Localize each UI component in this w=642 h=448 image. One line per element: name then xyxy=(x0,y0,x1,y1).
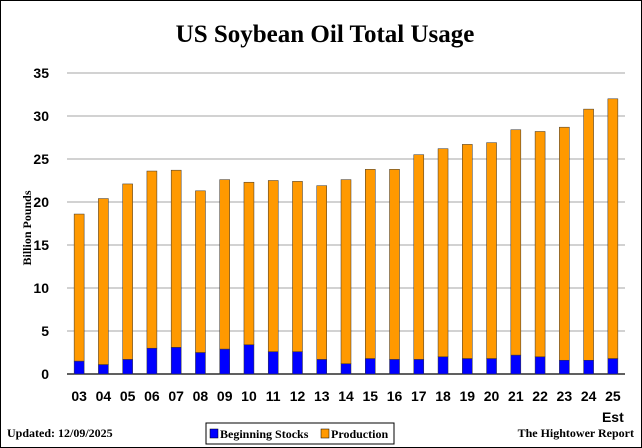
bar-production xyxy=(486,142,497,359)
x-tick-label: 17 xyxy=(411,388,427,404)
bar-beginning-stocks xyxy=(486,358,497,375)
bar-beginning-stocks xyxy=(437,356,449,375)
x-tick-label: 10 xyxy=(241,388,257,404)
legend-swatch-beginning-stocks xyxy=(209,428,219,439)
bar-production xyxy=(98,198,109,365)
x-tick-label: 25 xyxy=(605,388,621,404)
x-tick-label: 03 xyxy=(71,388,87,404)
legend: Beginning Stocks Production xyxy=(205,422,395,445)
bar-beginning-stocks xyxy=(316,359,327,375)
bar-beginning-stocks xyxy=(389,359,400,375)
x-tick-label: 24 xyxy=(581,388,597,404)
bar-beginning-stocks xyxy=(98,364,109,375)
y-tick-label: 0 xyxy=(41,366,49,382)
bar-production xyxy=(219,179,230,350)
bar-beginning-stocks xyxy=(219,348,230,375)
updated-date: Updated: 12/09/2025 xyxy=(7,426,113,440)
x-tick-label: 09 xyxy=(217,388,233,404)
bar-beginning-stocks xyxy=(510,354,522,375)
bar-production xyxy=(462,144,473,359)
bar-beginning-stocks xyxy=(73,360,85,375)
legend-box xyxy=(205,422,395,445)
legend-swatch-production xyxy=(320,428,330,439)
x-tick-label: 04 xyxy=(96,388,112,404)
y-tick-label: 5 xyxy=(41,323,49,339)
x-tick-label: 11 xyxy=(266,388,281,404)
bar-production xyxy=(170,169,182,348)
x-tick-labels: 03 04 05 06 07 08 09 10 11 12 13 14 15 16 17 18 19 20 21 22… xyxy=(71,388,621,404)
bar-beginning-stocks xyxy=(534,356,546,375)
x-tick-label: 20 xyxy=(484,388,500,404)
x-tick-label: 05 xyxy=(120,388,136,404)
bar-beginning-stocks xyxy=(462,358,473,375)
bar-production xyxy=(583,108,594,361)
bar-production xyxy=(534,131,546,358)
bar-beginning-stocks xyxy=(292,351,303,375)
y-tick-labels: 0 5 10 15 20 25 30 35 xyxy=(33,65,49,382)
chart-title: US Soybean Oil Total Usage xyxy=(176,21,475,48)
x-tick-label: 15 xyxy=(362,388,378,404)
bar-production xyxy=(437,148,449,358)
bar-production xyxy=(389,169,400,360)
bar-production xyxy=(146,170,158,349)
bar-beginning-stocks xyxy=(195,352,206,375)
bar-beginning-stocks xyxy=(267,351,279,375)
y-tick-label: 20 xyxy=(33,194,49,210)
bar-beginning-stocks xyxy=(340,363,352,375)
bar-production xyxy=(559,126,570,361)
bar-production xyxy=(122,183,133,360)
bar-beginning-stocks xyxy=(413,359,425,375)
x-tick-label: 14 xyxy=(338,388,354,404)
x-tick-label: 12 xyxy=(290,388,306,404)
x-tick-label: 19 xyxy=(460,388,476,404)
y-tick-label: 10 xyxy=(33,280,49,296)
y-tick-label: 35 xyxy=(33,65,49,81)
x-tick-label: 13 xyxy=(314,388,330,404)
legend-label-production: Production xyxy=(331,427,388,441)
bar-production xyxy=(607,98,619,359)
bar-beginning-stocks xyxy=(559,359,570,375)
x-tick-label: 08 xyxy=(193,388,209,404)
bar-beginning-stocks xyxy=(607,358,619,375)
y-tick-label: 15 xyxy=(33,237,49,253)
bar-beginning-stocks xyxy=(170,347,182,375)
bars xyxy=(73,98,619,375)
x-tick-label: 07 xyxy=(168,388,184,404)
bar-production xyxy=(340,179,352,364)
bar-production xyxy=(195,190,206,353)
bar-production xyxy=(316,185,327,360)
bar-production xyxy=(365,169,376,359)
bar-beginning-stocks xyxy=(122,359,133,375)
y-tick-label: 25 xyxy=(33,151,49,167)
bar-production xyxy=(73,213,85,362)
estimate-note: Est xyxy=(602,409,624,425)
y-axis-label: Billion Pounds xyxy=(20,190,34,265)
x-tick-label: 18 xyxy=(435,388,451,404)
bar-production xyxy=(292,181,303,352)
bar-production xyxy=(510,129,522,356)
y-tick-label: 30 xyxy=(33,108,49,124)
x-tick-label: 21 xyxy=(508,388,524,404)
x-tick-label: 06 xyxy=(144,388,160,404)
x-tick-label: 23 xyxy=(557,388,573,404)
bar-beginning-stocks xyxy=(583,359,594,375)
bar-beginning-stocks xyxy=(365,358,376,375)
legend-label-beginning-stocks: Beginning Stocks xyxy=(220,427,309,441)
x-tick-label: 16 xyxy=(387,388,403,404)
bar-production xyxy=(243,181,255,346)
bar-production xyxy=(267,180,279,352)
bar-beginning-stocks xyxy=(243,344,255,375)
bar-production xyxy=(413,154,425,360)
x-tick-label: 22 xyxy=(532,388,548,404)
bar-beginning-stocks xyxy=(146,347,158,375)
source-label: The Hightower Report xyxy=(518,426,634,440)
